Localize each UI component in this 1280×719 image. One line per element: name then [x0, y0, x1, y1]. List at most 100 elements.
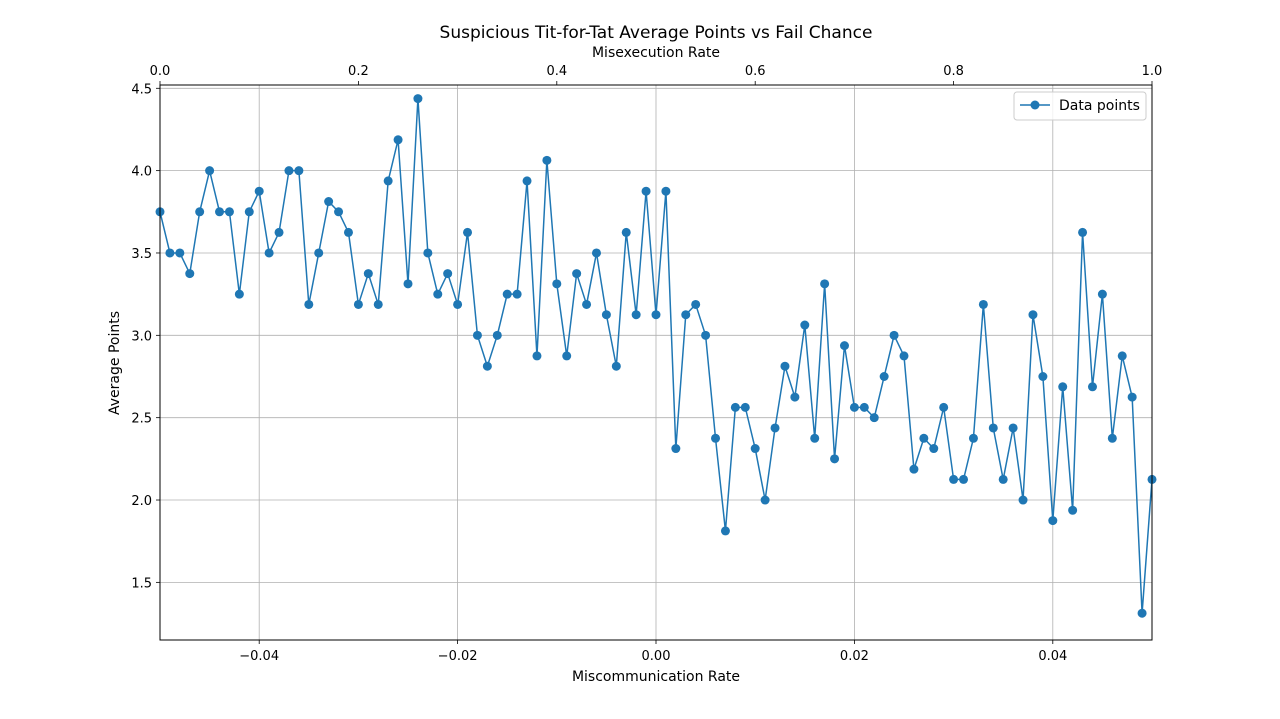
data-point [165, 248, 175, 258]
data-point [334, 207, 344, 217]
top-x-tick-label: 0.8 [943, 64, 964, 79]
data-point [810, 433, 820, 443]
data-point [383, 176, 393, 186]
data-point [1068, 505, 1078, 515]
data-point [1048, 516, 1058, 526]
y-tick-label: 2.5 [131, 412, 152, 427]
data-point [601, 310, 611, 320]
top-x-tick-label: 1.0 [1142, 64, 1163, 79]
x-tick-label: 0.04 [1038, 649, 1067, 664]
top-x-tick-label: 0.6 [745, 64, 766, 79]
data-point [750, 444, 760, 454]
data-point [234, 289, 244, 299]
data-point [353, 299, 363, 309]
data-point [304, 299, 314, 309]
data-point [889, 330, 899, 340]
x-axis-label: Miscommunication Rate [572, 669, 740, 685]
data-point [651, 310, 661, 320]
data-point [879, 372, 889, 381]
data-point [998, 474, 1008, 484]
legend-box [1013, 91, 1147, 121]
data-point [215, 207, 225, 217]
x-tick-label: −0.04 [239, 649, 279, 664]
data-point [740, 402, 750, 412]
data-point [899, 351, 909, 361]
data-point [859, 402, 869, 412]
data-point [1087, 382, 1097, 392]
series-layer [155, 94, 1157, 618]
data-point [691, 299, 701, 309]
grid-lines [160, 85, 1152, 640]
data-point [1038, 372, 1048, 381]
data-point [1058, 382, 1068, 392]
data-point [720, 526, 730, 536]
data-point [205, 166, 215, 176]
data-point [1008, 423, 1018, 433]
data-point [532, 351, 542, 361]
data-point [254, 186, 264, 196]
data-point [582, 299, 592, 309]
data-point [730, 402, 740, 412]
data-point [1117, 351, 1127, 361]
data-point [711, 433, 721, 443]
data-point [661, 186, 671, 196]
data-point [929, 444, 939, 454]
data-point [552, 279, 562, 289]
data-point [949, 474, 959, 484]
data-point [542, 155, 552, 165]
data-point [701, 330, 711, 340]
data-point [472, 330, 482, 340]
data-point [968, 433, 978, 443]
data-point [502, 289, 512, 299]
data-point [869, 413, 879, 423]
data-point [175, 248, 185, 258]
data-point [1028, 310, 1038, 320]
data-point [959, 474, 969, 484]
data-point [463, 227, 473, 237]
data-point [492, 330, 502, 340]
y-tick-label: 3.0 [131, 329, 152, 344]
data-point [572, 269, 582, 279]
top-x-tick-label: 0.2 [348, 64, 369, 79]
data-point [343, 227, 353, 237]
legend: Data points [1013, 91, 1147, 121]
data-point [482, 361, 492, 371]
data-point [611, 361, 621, 371]
data-point [453, 299, 463, 309]
data-point [790, 392, 800, 402]
legend-marker-swatch [1030, 100, 1040, 110]
data-point [631, 310, 641, 320]
data-point [621, 227, 631, 237]
data-point [324, 197, 334, 207]
chart-title: Suspicious Tit-for-Tat Average Points vs… [440, 23, 873, 43]
data-point [1107, 433, 1117, 443]
data-point [780, 361, 790, 371]
data-point [671, 444, 681, 454]
data-point [1018, 495, 1028, 505]
y-axis-label: Average Points [107, 311, 123, 415]
data-point [978, 299, 988, 309]
data-point [413, 94, 423, 104]
data-point [681, 310, 691, 320]
data-point [423, 248, 433, 258]
top-x-tick-label: 0.4 [546, 64, 567, 79]
data-point [433, 289, 443, 299]
y-tick-label: 1.5 [131, 576, 152, 591]
data-point [284, 166, 294, 176]
axis-ticks: −0.04 −0.02 0.00 0.02 0.04 1.5 2.0 2.5 3.0 3.5 4.0… [131, 64, 1162, 664]
data-point [939, 402, 949, 412]
legend-label: Data points [1059, 98, 1140, 114]
data-point [988, 423, 998, 433]
data-point [363, 269, 373, 279]
y-tick-label: 4.0 [131, 165, 152, 180]
data-point [1078, 227, 1088, 237]
data-point [224, 207, 234, 217]
x-tick-label: −0.02 [438, 649, 478, 664]
data-point [314, 248, 324, 258]
data-point [244, 207, 254, 217]
data-point [522, 176, 532, 186]
y-tick-label: 3.5 [131, 247, 152, 262]
data-point [403, 279, 413, 289]
data-point [1127, 392, 1137, 402]
